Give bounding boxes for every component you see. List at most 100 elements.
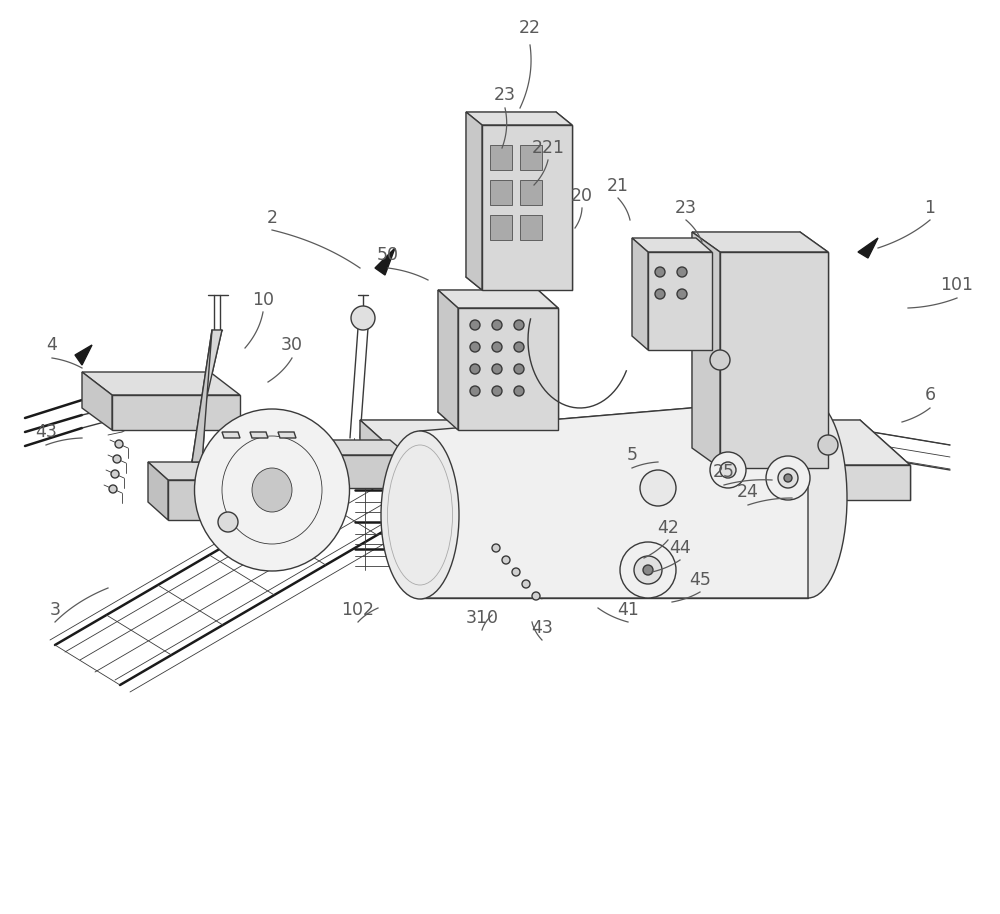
Circle shape — [742, 472, 748, 478]
Polygon shape — [360, 420, 410, 500]
Text: 50: 50 — [377, 246, 399, 264]
Polygon shape — [360, 420, 910, 465]
Polygon shape — [75, 345, 92, 365]
Text: 4: 4 — [47, 336, 57, 354]
Polygon shape — [438, 290, 558, 308]
Polygon shape — [458, 308, 558, 430]
Circle shape — [677, 267, 687, 277]
Circle shape — [514, 386, 524, 396]
Polygon shape — [632, 238, 712, 252]
Circle shape — [492, 364, 502, 374]
Text: 22: 22 — [519, 19, 541, 37]
Circle shape — [512, 568, 520, 576]
Polygon shape — [466, 112, 482, 290]
Text: 24: 24 — [737, 483, 759, 501]
Bar — [490, 215, 512, 240]
Circle shape — [640, 470, 676, 506]
Circle shape — [218, 512, 238, 532]
Polygon shape — [692, 232, 720, 468]
Circle shape — [655, 267, 665, 277]
Polygon shape — [632, 238, 648, 350]
Text: 20: 20 — [571, 187, 593, 205]
Circle shape — [742, 457, 748, 463]
Circle shape — [643, 565, 653, 575]
Circle shape — [492, 320, 502, 330]
Text: 10: 10 — [252, 291, 274, 309]
Circle shape — [720, 462, 736, 478]
Circle shape — [470, 320, 480, 330]
Ellipse shape — [769, 398, 847, 598]
Polygon shape — [192, 330, 222, 462]
Polygon shape — [648, 252, 712, 350]
Circle shape — [710, 452, 746, 488]
Text: 221: 221 — [532, 139, 564, 157]
Polygon shape — [692, 232, 828, 252]
Polygon shape — [410, 465, 910, 500]
Bar — [520, 215, 542, 240]
Text: 43: 43 — [531, 619, 553, 637]
Circle shape — [470, 364, 480, 374]
Circle shape — [492, 342, 502, 352]
Polygon shape — [720, 252, 828, 468]
Polygon shape — [148, 462, 168, 520]
Circle shape — [677, 289, 687, 299]
Circle shape — [532, 592, 540, 600]
Circle shape — [115, 440, 123, 448]
Circle shape — [727, 457, 733, 463]
Text: 1: 1 — [924, 199, 936, 217]
Circle shape — [655, 289, 665, 299]
Polygon shape — [222, 432, 240, 438]
Text: 23: 23 — [675, 199, 697, 217]
Circle shape — [514, 364, 524, 374]
Circle shape — [634, 556, 662, 584]
Text: 42: 42 — [657, 519, 679, 537]
Polygon shape — [375, 248, 395, 275]
Bar — [520, 145, 542, 170]
Circle shape — [351, 306, 375, 330]
Polygon shape — [466, 112, 572, 125]
Text: 30: 30 — [281, 336, 303, 354]
Circle shape — [766, 456, 810, 500]
Bar — [490, 145, 512, 170]
Ellipse shape — [381, 431, 459, 599]
Circle shape — [818, 435, 838, 455]
Circle shape — [514, 342, 524, 352]
Circle shape — [492, 386, 502, 396]
Text: 44: 44 — [669, 539, 691, 557]
Polygon shape — [278, 432, 296, 438]
Circle shape — [710, 350, 730, 370]
Text: 102: 102 — [342, 601, 374, 619]
Text: 43: 43 — [35, 423, 57, 441]
Polygon shape — [438, 290, 458, 430]
Circle shape — [470, 386, 480, 396]
Circle shape — [109, 485, 117, 493]
Text: 45: 45 — [689, 571, 711, 589]
Circle shape — [727, 472, 733, 478]
Text: 2: 2 — [266, 209, 278, 227]
Circle shape — [113, 455, 121, 463]
Polygon shape — [316, 455, 408, 488]
Text: 23: 23 — [494, 86, 516, 104]
Polygon shape — [858, 238, 878, 258]
Circle shape — [111, 470, 119, 478]
Circle shape — [470, 342, 480, 352]
Circle shape — [620, 542, 676, 598]
Text: 41: 41 — [617, 601, 639, 619]
Polygon shape — [82, 372, 112, 430]
Ellipse shape — [252, 468, 292, 512]
Bar — [490, 180, 512, 205]
Circle shape — [778, 468, 798, 488]
Circle shape — [502, 556, 510, 564]
Polygon shape — [148, 462, 298, 480]
Text: 25: 25 — [713, 463, 735, 481]
Polygon shape — [192, 330, 212, 462]
Text: 310: 310 — [466, 609, 498, 627]
Text: 6: 6 — [924, 386, 936, 404]
Polygon shape — [112, 395, 240, 430]
Polygon shape — [168, 480, 298, 520]
Bar — [520, 180, 542, 205]
Circle shape — [514, 320, 524, 330]
Polygon shape — [82, 372, 240, 395]
Circle shape — [492, 544, 500, 552]
Circle shape — [522, 580, 530, 588]
